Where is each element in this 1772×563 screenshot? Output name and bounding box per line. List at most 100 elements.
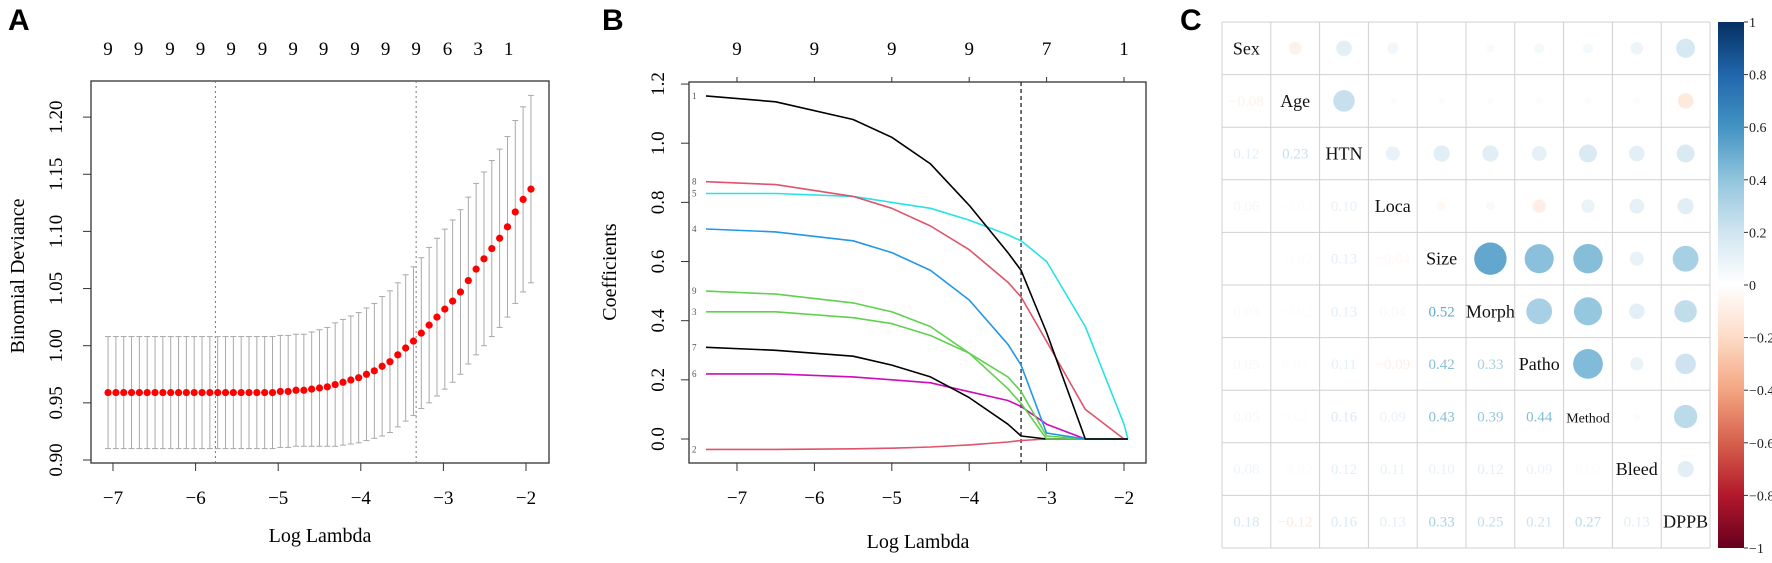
top-axis-label: 9 <box>103 39 113 60</box>
y-tick-label: 1.0 <box>648 131 669 155</box>
correlation-value: 0.12 <box>1331 462 1357 478</box>
x-tick-label: −3 <box>1036 488 1056 509</box>
data-point <box>370 367 378 375</box>
top-axis-label: 9 <box>964 39 974 60</box>
panel-a-cv-deviance: −7 −6 −5 −4 −3 −2 0.90 0.95 1.00 1.05 1.10 1.15 1.20… <box>7 39 550 547</box>
data-point <box>206 388 214 397</box>
x-tick-label: −5 <box>882 488 902 509</box>
correlation-circle <box>1526 298 1553 325</box>
x-tick-label: −3 <box>433 488 453 509</box>
correlation-value: −0.02 <box>1278 462 1313 478</box>
correlation-value: 0.33 <box>1428 515 1454 531</box>
data-point <box>496 234 504 242</box>
path-label: 7 <box>692 342 697 352</box>
variable-label: Age <box>1280 91 1310 111</box>
y-tick-label: 0.95 <box>46 386 67 419</box>
colorbar-tick-label: −1 <box>1749 542 1764 557</box>
data-point <box>480 255 488 263</box>
data-point <box>488 244 496 253</box>
data-point <box>292 386 300 394</box>
correlation-value: 0.10 <box>1428 462 1454 478</box>
data-point <box>167 388 175 397</box>
correlation-value: 0.23 <box>1282 147 1308 163</box>
y-tick-label: 1.10 <box>46 215 67 248</box>
data-point <box>104 388 112 397</box>
correlation-circle <box>1573 349 1603 379</box>
correlation-circle <box>1485 201 1495 211</box>
correlation-value: 0.16 <box>1331 410 1358 426</box>
correlation-value: 0.08 <box>1233 462 1259 478</box>
correlation-circle <box>1633 413 1640 420</box>
data-point <box>182 388 190 397</box>
correlation-value: 0.13 <box>1380 515 1406 531</box>
correlation-circle <box>1437 201 1447 211</box>
data-point <box>425 321 433 329</box>
data-point <box>503 223 512 231</box>
data-point <box>347 376 355 384</box>
correlation-value: 0.11 <box>1380 462 1406 478</box>
data-point <box>245 388 253 397</box>
y-tick-label: 0.90 <box>46 443 67 476</box>
correlation-value: 0.21 <box>1526 515 1552 531</box>
data-point <box>339 378 347 386</box>
correlation-circle <box>1532 199 1546 213</box>
top-axis-label: 9 <box>319 39 329 60</box>
correlation-circle <box>1487 97 1494 105</box>
top-axis-label: 9 <box>165 39 175 60</box>
correlation-circle <box>1389 97 1396 105</box>
y-tick-label: 0.6 <box>648 250 669 274</box>
panel-label-b: B <box>602 4 624 37</box>
data-point <box>198 388 206 397</box>
data-point <box>331 380 339 389</box>
correlation-value: 0.25 <box>1477 515 1503 531</box>
colorbar-tick-label: −0.6 <box>1749 437 1772 452</box>
top-axis-label: 9 <box>258 39 268 60</box>
correlation-value: 0.16 <box>1331 515 1358 531</box>
correlation-value: 0.02 <box>1575 462 1601 478</box>
correlation-value: 0.12 <box>1477 462 1503 478</box>
correlation-value: −0.04 <box>1375 252 1410 268</box>
colorbar-tick-label: 0.2 <box>1749 226 1767 241</box>
variable-label: Morph <box>1466 301 1515 321</box>
correlation-value: −0.02 <box>1278 199 1313 215</box>
correlation-circle <box>1630 41 1644 55</box>
data-point <box>237 388 245 397</box>
correlation-circle <box>1629 251 1644 266</box>
coefficient-path-2 <box>706 438 1128 451</box>
coefficient-path-3 <box>706 310 1128 440</box>
correlation-circle <box>1630 357 1644 371</box>
data-point <box>143 388 151 397</box>
top-axis-label: 1 <box>1119 39 1129 60</box>
colorbar-tick-label: 0.4 <box>1749 174 1767 189</box>
y-tick-label: 0.4 <box>648 308 669 332</box>
correlation-value: 0.13 <box>1624 515 1650 531</box>
x-tick-label: −4 <box>351 488 372 509</box>
variable-label: Patho <box>1519 354 1560 374</box>
correlation-circle <box>1584 97 1592 105</box>
correlation-circle <box>1333 90 1355 112</box>
data-point <box>112 388 120 397</box>
data-point <box>456 288 465 296</box>
correlation-value: −0.09 <box>1375 357 1410 373</box>
correlation-value: −0.02 <box>1278 252 1313 268</box>
correlation-value: 0.02 <box>1282 357 1308 373</box>
data-point <box>362 370 371 378</box>
correlation-circle <box>1531 146 1547 161</box>
variable-label: DPPB <box>1663 512 1708 532</box>
data-point <box>409 337 418 345</box>
data-point <box>441 305 449 313</box>
correlation-circle <box>1482 145 1499 162</box>
data-point <box>214 388 222 397</box>
y-axis-label: Coefficients <box>599 223 621 321</box>
data-point <box>519 195 527 203</box>
correlation-circle <box>1675 353 1696 375</box>
correlation-value: 0.04 <box>1380 304 1407 320</box>
x-tick-label: −2 <box>516 488 536 509</box>
variable-label: Size <box>1426 249 1457 269</box>
x-axis-label: Log Lambda <box>269 525 372 547</box>
top-axis-label: 9 <box>196 39 206 60</box>
correlation-value: 0.05 <box>1233 357 1259 373</box>
plot-frame <box>688 81 1147 464</box>
top-axis-label: 6 <box>443 39 453 60</box>
coefficient-path-5 <box>706 192 1129 440</box>
